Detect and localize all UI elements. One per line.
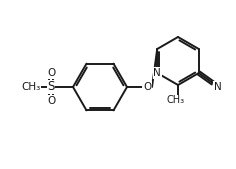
Text: S: S — [47, 80, 55, 93]
Text: CH₃: CH₃ — [167, 95, 185, 105]
Text: N: N — [214, 82, 222, 92]
Text: CH₃: CH₃ — [21, 82, 41, 92]
Text: O: O — [47, 96, 55, 106]
Text: O: O — [143, 82, 151, 92]
Text: O: O — [47, 68, 55, 78]
Text: N: N — [153, 68, 161, 78]
